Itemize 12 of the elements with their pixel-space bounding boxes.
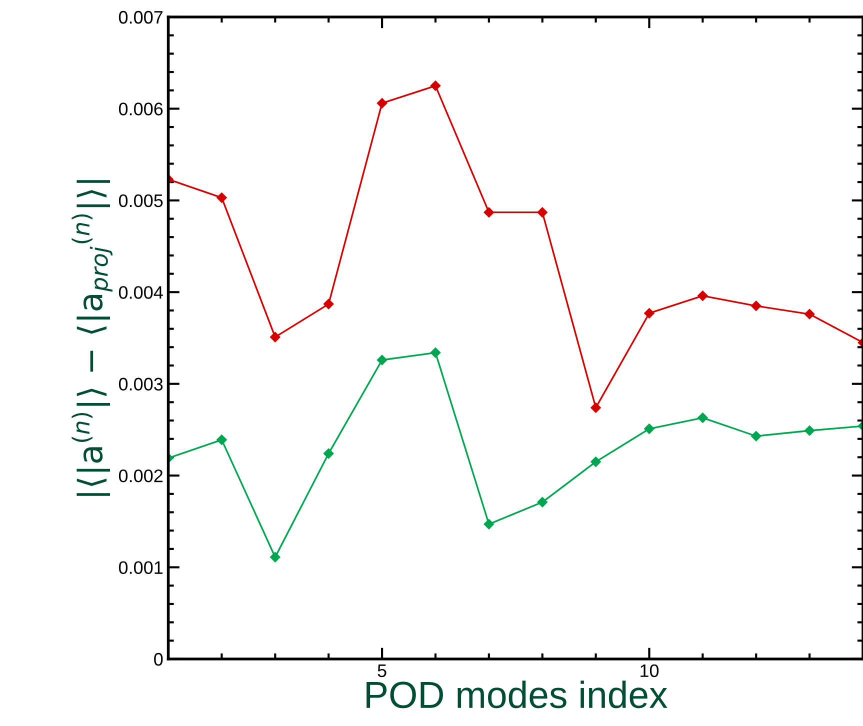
y-tick-label: 0.006: [118, 102, 163, 116]
y-tick-label: 0.002: [118, 469, 163, 482]
y-tick-label: 0.004: [118, 286, 163, 299]
y-tick-label: 0.005: [118, 194, 163, 208]
y-tick-label: 0.001: [118, 561, 163, 574]
y-tick-label: 0.007: [118, 10, 163, 24]
y-tick-label: 0: [154, 652, 163, 666]
x-axis-title: POD modes index: [366, 680, 668, 708]
y-axis-title: |⟨|a$^{(n)}$|⟩ − ⟨|a$_{proj}$$^{(n)}$|⟩|: [72, 180, 112, 496]
x-tick-label: 5: [378, 664, 386, 678]
y-tick-label: 0.003: [118, 378, 163, 391]
x-tick-label: 10: [640, 664, 659, 678]
